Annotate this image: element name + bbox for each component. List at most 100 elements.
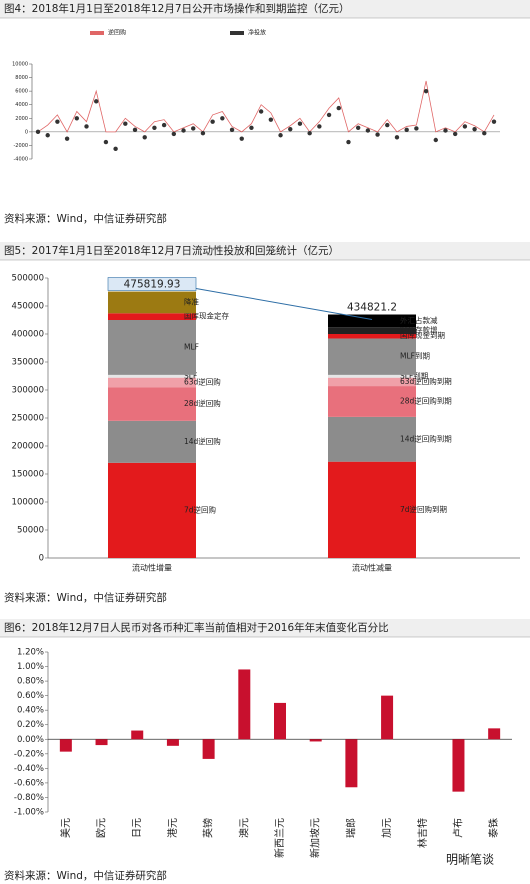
bar [345, 739, 358, 788]
data-dot [482, 131, 487, 136]
y-tick-label: 250000 [12, 414, 44, 424]
bar-segment [328, 377, 416, 387]
data-dot [171, 131, 177, 137]
data-dot [472, 126, 477, 132]
data-dot [307, 131, 312, 136]
bar [309, 739, 322, 742]
segment-label: 降准 [184, 296, 199, 306]
y-tick-label: 100000 [12, 498, 44, 508]
data-dot [394, 135, 400, 140]
data-dot [375, 132, 380, 137]
y-tick-label: -0.60% [14, 778, 44, 788]
y-tick-label: 0.40% [17, 706, 44, 716]
segment-label: MLF [184, 342, 199, 351]
segment-label: 外汇占款减 [400, 315, 438, 325]
data-dot [462, 124, 468, 129]
data-dot [191, 126, 196, 131]
data-dot [268, 117, 274, 122]
x-tick-label: 流动性减量 [352, 563, 392, 573]
title-band [0, 0, 530, 18]
segment-label: 国库现金到期 [400, 330, 445, 340]
data-dot [433, 137, 438, 143]
y-tick-label: 10000 [12, 62, 28, 68]
data-dot [210, 119, 215, 124]
data-dot [317, 124, 322, 129]
y-tick-label: 500000 [12, 274, 44, 284]
bar [488, 728, 501, 740]
segment-label: 国库现金定存 [184, 311, 229, 321]
x-tick-label: 澳元 [237, 818, 250, 838]
data-dot [452, 131, 458, 137]
y-tick-label: 350000 [12, 358, 44, 368]
data-dot [142, 135, 147, 140]
bar-segment [328, 314, 416, 328]
data-dot [132, 127, 138, 133]
x-tick-label: 新西兰元 [273, 818, 286, 858]
data-dot [297, 121, 303, 126]
y-tick-label: -0.20% [14, 749, 44, 759]
y-tick-label: 0.00% [17, 735, 44, 745]
x-tick-label: 新加坡元 [309, 818, 322, 858]
figure-title: 图5：2017年1月1日至2018年12月7日流动性投放和回笼统计（亿元） [4, 244, 339, 257]
title-band [0, 242, 530, 260]
y-tick-label: 0.80% [17, 677, 44, 687]
bar-segment [108, 387, 196, 421]
y-tick-label: -4000 [13, 157, 28, 163]
bar-segment [108, 420, 196, 463]
x-tick-label: 流动性增量 [132, 563, 172, 573]
bar [381, 695, 394, 740]
x-tick-label: 泰铢 [487, 818, 500, 838]
data-dot [84, 124, 89, 129]
x-tick-label: 瑞郎 [344, 818, 357, 838]
y-tick-label: -0.40% [14, 764, 44, 774]
bar-segment [108, 313, 196, 320]
title-band [0, 619, 530, 637]
total-box [328, 300, 416, 314]
data-dot [423, 88, 429, 94]
legend-swatch [230, 31, 244, 35]
y-tick-label: 2000 [15, 116, 28, 122]
segment-label: SLF [184, 371, 197, 380]
bar-segment [108, 462, 196, 558]
bar [238, 669, 251, 740]
x-tick-label: 美元 [59, 818, 72, 838]
data-dot [414, 126, 419, 131]
bar-segment [108, 374, 196, 378]
y-tick-label: 450000 [12, 302, 44, 312]
segment-label: 28d逆回购到期 [400, 395, 452, 405]
watermark: 明晰笔谈 [446, 852, 494, 867]
data-dot [152, 125, 157, 130]
y-tick-label: 1.20% [17, 648, 44, 658]
y-tick-label: 6000 [15, 89, 28, 95]
total-label: 475819.93 [124, 279, 181, 291]
bar-segment [108, 291, 196, 314]
x-tick-label: 港元 [167, 818, 179, 838]
y-tick-label: 1.00% [17, 662, 44, 672]
data-dot [74, 116, 80, 121]
x-tick-label: 林吉特 [416, 818, 429, 848]
source-note: 资料来源：Wind，中信证券研究部 [4, 591, 167, 604]
data-dot [220, 116, 225, 121]
bar-segment [328, 416, 416, 462]
total-box [107, 277, 197, 291]
data-dot [64, 136, 70, 141]
bar-segment [328, 327, 416, 334]
segment-label: MLF到期 [400, 352, 430, 361]
segment-label: 63d逆回购 [184, 376, 221, 386]
data-dot [336, 105, 341, 111]
data-dot [491, 119, 497, 124]
data-dot [385, 122, 390, 128]
segment-label: 14d逆回购 [184, 436, 221, 446]
bar-segment [328, 461, 416, 558]
y-tick-label: 200000 [12, 442, 44, 452]
data-dot [346, 139, 351, 145]
x-tick-label: 加元 [381, 818, 393, 838]
figure-title: 图6：2018年12月7日人民币对各币种汇率当前值相对于2016年年末值变化百分… [4, 621, 389, 634]
data-dot [443, 128, 448, 133]
data-dot [326, 112, 332, 118]
data-dot [123, 121, 128, 126]
data-dot [355, 125, 361, 130]
bar-segment [328, 374, 416, 378]
